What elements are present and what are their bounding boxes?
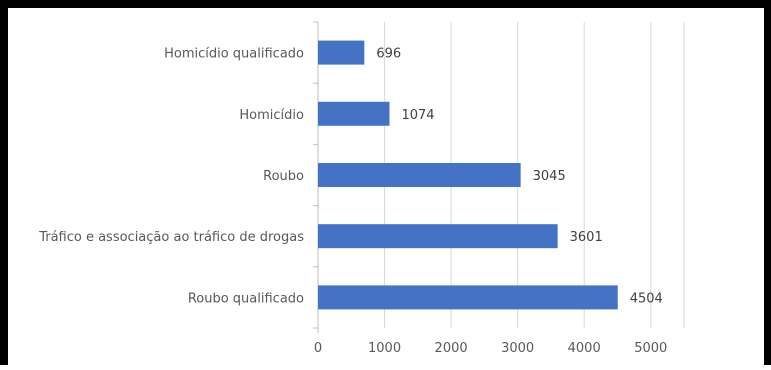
data-labels: 696 1074 3045 3601 4504 — [376, 47, 663, 307]
bar-value-label: 3601 — [570, 230, 603, 245]
bar-value-label: 3045 — [533, 169, 566, 184]
category-labels: Homicídio qualificado Homicídio Roubo Tráfi… — [38, 47, 304, 307]
x-tick-label: 5000 — [634, 341, 667, 356]
bars — [318, 40, 618, 310]
bar-value-label: 1074 — [401, 108, 434, 123]
x-tick-labels: 0 1000 2000 3000 4000 5000 — [314, 341, 667, 356]
frame-border-right — [764, 0, 771, 365]
bar — [318, 40, 365, 65]
frame-border-top — [0, 0, 771, 8]
frame-border-left — [0, 0, 8, 365]
bar — [318, 285, 618, 310]
bar — [318, 163, 521, 187]
bar — [318, 224, 558, 249]
category-label: Tráfico e associação ao tráfico de droga… — [38, 230, 304, 245]
x-tick-label: 1000 — [368, 341, 401, 356]
category-label: Homicídio qualificado — [164, 47, 304, 62]
bar — [318, 101, 390, 126]
bar-value-label: 4504 — [630, 291, 663, 306]
x-tick-label: 4000 — [568, 341, 601, 356]
bar-value-label: 696 — [376, 47, 401, 62]
category-label: Roubo qualificado — [188, 291, 304, 306]
x-tick-label: 2000 — [435, 341, 468, 356]
category-axis — [313, 21, 319, 333]
x-tick-label: 3000 — [501, 341, 534, 356]
category-label: Homicídio — [239, 108, 304, 123]
x-tick-label: 0 — [314, 341, 322, 356]
category-label: Roubo — [263, 169, 304, 184]
